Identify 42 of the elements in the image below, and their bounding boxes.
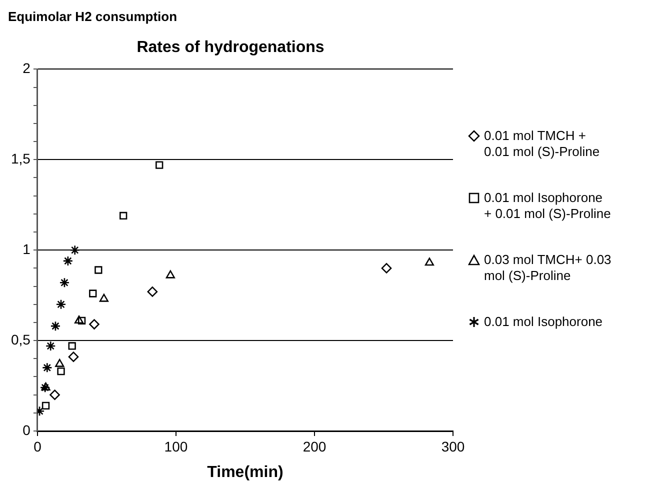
point	[89, 319, 100, 330]
point	[381, 263, 392, 274]
y-tick-label: 2	[22, 60, 31, 76]
point	[40, 382, 50, 393]
x-tick-label: 200	[302, 438, 326, 454]
y-tick-label: 1,5	[10, 150, 31, 167]
x-tick-label: 0	[34, 438, 42, 454]
point	[74, 316, 84, 324]
point	[62, 256, 74, 266]
legend-label: 0.03 mol TMCH+ 0.03 mol (S)-Proline	[484, 252, 612, 284]
point	[68, 342, 76, 350]
point	[56, 299, 66, 310]
point	[78, 316, 86, 324]
point	[89, 290, 97, 298]
chart-title: Rates of hydrogenations	[136, 39, 324, 56]
y-tick-label: 0	[22, 422, 31, 438]
legend-label: 0.01 mol TMCH + 0.01 mol (S)-Proline	[484, 128, 601, 160]
y-tick-label: 1	[22, 240, 31, 257]
point	[156, 161, 164, 169]
point	[94, 266, 102, 274]
y-tick-label: 0,5	[10, 331, 31, 348]
legend-label: 0.01 mol Isophorone + 0.01 mol (S)-Proline	[484, 190, 612, 222]
point	[55, 358, 64, 367]
point	[42, 402, 50, 410]
point	[147, 286, 158, 297]
point	[166, 270, 175, 278]
x-axis-title: Time(min)	[207, 464, 284, 481]
point	[70, 244, 80, 256]
point	[68, 352, 79, 362]
point	[45, 340, 56, 352]
x-tick-label: 100	[164, 438, 188, 454]
point	[50, 390, 60, 400]
legend-label: 0.01 mol Isophorone	[484, 314, 604, 330]
x-tick-label: 300	[441, 438, 465, 454]
point	[50, 320, 61, 332]
point	[99, 294, 108, 302]
y-axis-title: Equimolar H2 consumption	[8, 8, 178, 25]
point	[57, 367, 65, 376]
point	[59, 278, 70, 288]
point	[42, 362, 52, 373]
point	[424, 258, 434, 266]
point	[120, 212, 128, 220]
